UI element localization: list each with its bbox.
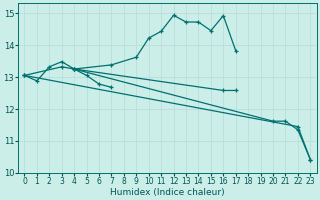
- X-axis label: Humidex (Indice chaleur): Humidex (Indice chaleur): [110, 188, 225, 197]
